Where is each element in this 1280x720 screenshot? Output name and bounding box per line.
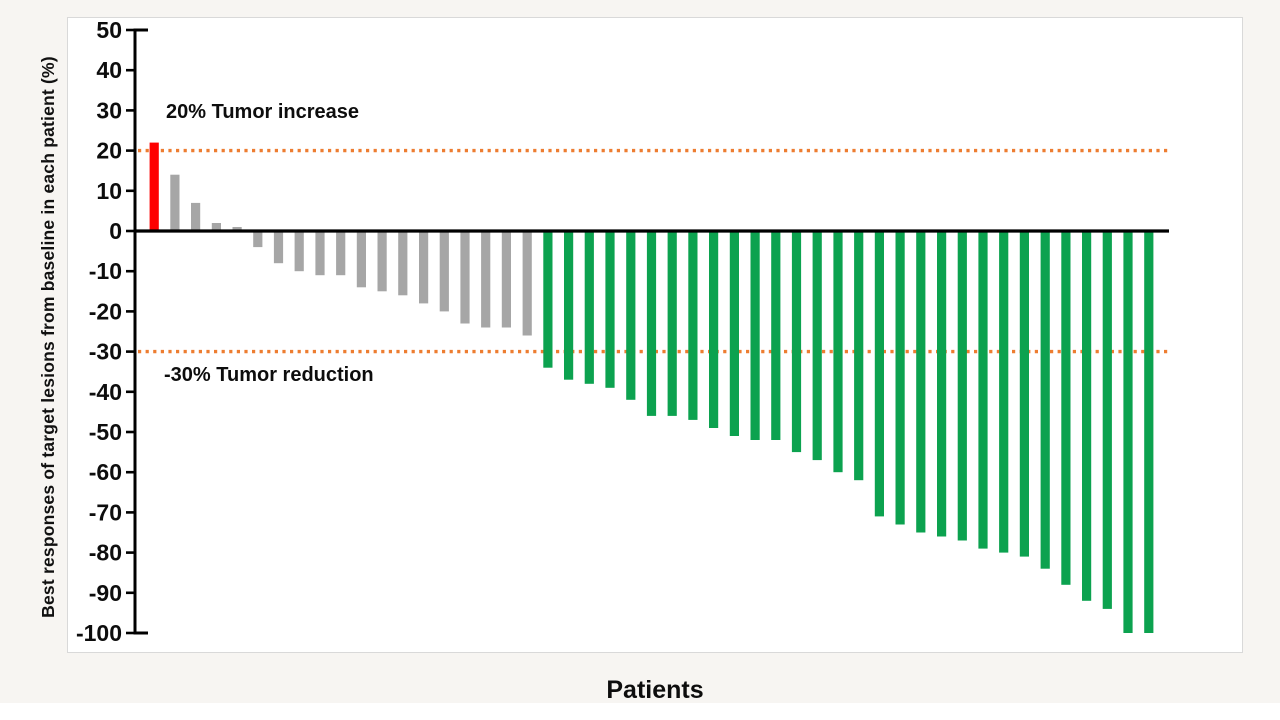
y-tick-label: 50 xyxy=(96,17,122,43)
y-tick-label: -90 xyxy=(89,580,122,606)
y-tick-label: 10 xyxy=(96,178,122,204)
y-tick-label: -50 xyxy=(89,419,122,445)
annotation-tumor-reduction: -30% Tumor reduction xyxy=(164,364,374,386)
patient-bar xyxy=(336,231,346,276)
patient-bar xyxy=(957,231,967,541)
y-tick-label: 30 xyxy=(96,97,122,123)
patient-bar xyxy=(688,231,698,420)
patient-bar xyxy=(543,231,553,368)
patient-bar xyxy=(253,231,263,248)
patient-bar xyxy=(584,231,594,384)
patient-bar xyxy=(419,231,429,304)
patient-bar xyxy=(1144,231,1154,633)
y-tick-label: -30 xyxy=(89,339,122,365)
patient-bar xyxy=(999,231,1009,553)
y-tick-label: -80 xyxy=(89,540,122,566)
patient-bar xyxy=(916,231,926,533)
y-tick-label: -40 xyxy=(89,379,122,405)
bottom-margin xyxy=(0,703,1280,720)
patient-bar xyxy=(978,231,988,549)
patient-bar xyxy=(315,231,325,276)
patient-bar xyxy=(273,231,284,264)
y-tick-label: 0 xyxy=(109,218,122,244)
patient-bar xyxy=(377,231,387,292)
patient-bar xyxy=(750,231,760,440)
patient-bar xyxy=(1061,231,1071,585)
patient-bar xyxy=(481,231,491,328)
patient-bar xyxy=(854,231,864,481)
patient-bar xyxy=(564,231,574,380)
patient-bar xyxy=(646,231,657,416)
patient-bar xyxy=(791,231,802,453)
patient-bar xyxy=(729,231,739,436)
y-tick-label: 40 xyxy=(96,57,122,83)
patient-bar xyxy=(522,231,532,336)
patient-bar xyxy=(626,231,636,400)
patient-bar xyxy=(1019,231,1029,557)
y-tick-label: 20 xyxy=(96,138,122,164)
patient-bar xyxy=(398,231,408,296)
patient-bar xyxy=(709,231,719,428)
patient-bar xyxy=(1082,231,1092,601)
patient-bar xyxy=(937,231,947,537)
patient-bar xyxy=(232,227,242,231)
patient-bar xyxy=(771,231,781,440)
patient-bar xyxy=(605,231,615,388)
patient-bar xyxy=(874,231,884,517)
patient-bar xyxy=(439,231,449,312)
patient-bar xyxy=(1123,231,1133,633)
annotation-tumor-increase: 20% Tumor increase xyxy=(166,101,360,123)
patient-bar xyxy=(294,231,304,272)
patient-bar xyxy=(149,142,159,231)
patient-bar xyxy=(833,231,843,473)
x-axis-title: Patients xyxy=(606,676,704,704)
patient-bar xyxy=(812,231,822,461)
patient-bar xyxy=(460,231,470,324)
y-tick-label: -10 xyxy=(89,258,122,284)
patient-bar xyxy=(170,174,180,231)
patient-bar xyxy=(1040,231,1050,569)
y-axis-title: Best responses of target lesions from ba… xyxy=(38,56,58,618)
patient-bar xyxy=(667,231,677,416)
patient-bar xyxy=(895,231,905,525)
y-tick-label: -100 xyxy=(76,620,122,646)
patient-bar xyxy=(1102,231,1112,609)
y-tick-label: -70 xyxy=(89,499,122,525)
patient-bar xyxy=(501,231,511,328)
y-tick-label: -20 xyxy=(89,298,122,324)
y-tick-label: -60 xyxy=(89,459,122,485)
patient-bar xyxy=(191,202,201,231)
patient-bar xyxy=(211,223,221,231)
patient-bar xyxy=(356,231,366,288)
